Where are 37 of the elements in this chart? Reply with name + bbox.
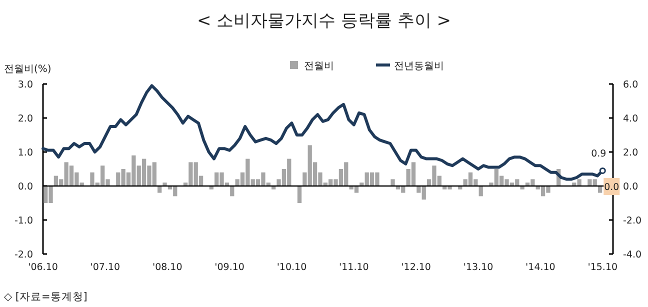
x-tick-label: '09.10 (214, 262, 244, 273)
bar (297, 186, 302, 203)
x-tick-label: '13.10 (463, 262, 494, 273)
x-tick-label: '08.10 (152, 262, 182, 273)
y2-tick-label: 2.0 (623, 148, 638, 158)
x-tick-label: '11.10 (339, 262, 369, 273)
x-tick-label: '07.10 (90, 262, 120, 273)
x-tick-label: '10.10 (276, 262, 307, 273)
y2-tick-label: 4.0 (623, 114, 638, 124)
y-tick-label: 1.0 (18, 148, 33, 158)
y-tick-label: -2.0 (14, 250, 33, 260)
bar (520, 186, 524, 190)
legend-label: 전년동월비 (394, 61, 444, 72)
bar (478, 186, 483, 196)
x-tick-label: '14.10 (526, 262, 556, 273)
y2-tick-label: 6.0 (623, 80, 638, 90)
bar (390, 179, 395, 186)
legend-label: 전월비 (304, 61, 334, 72)
y2-tick-label: 0.0 (623, 182, 638, 192)
bar (158, 186, 162, 193)
y-tick-label: 2.0 (18, 114, 33, 124)
y-tick-label: -1.0 (14, 216, 33, 226)
y-tick-label: 3.0 (18, 80, 33, 90)
x-tick-label: '12.10 (401, 262, 431, 273)
data-label: 0.0 (604, 182, 620, 193)
data-label: 0.9 (591, 148, 606, 160)
bar (230, 186, 234, 196)
y-tick-label: 0.0 (18, 182, 33, 192)
annotation: ◇ [자료=통계청] (4, 291, 88, 303)
ylabel: 전월비(%) (4, 64, 52, 75)
y2-tick-label: -4.0 (623, 250, 642, 260)
y2-tick-label: -2.0 (623, 216, 642, 226)
bar (598, 186, 602, 193)
x-tick-label: '15.10 (588, 262, 618, 273)
title: < 소비자물가지수 등락률 추이 > (196, 11, 452, 31)
bar (162, 182, 167, 186)
x-tick-label: '06.10 (28, 262, 58, 273)
